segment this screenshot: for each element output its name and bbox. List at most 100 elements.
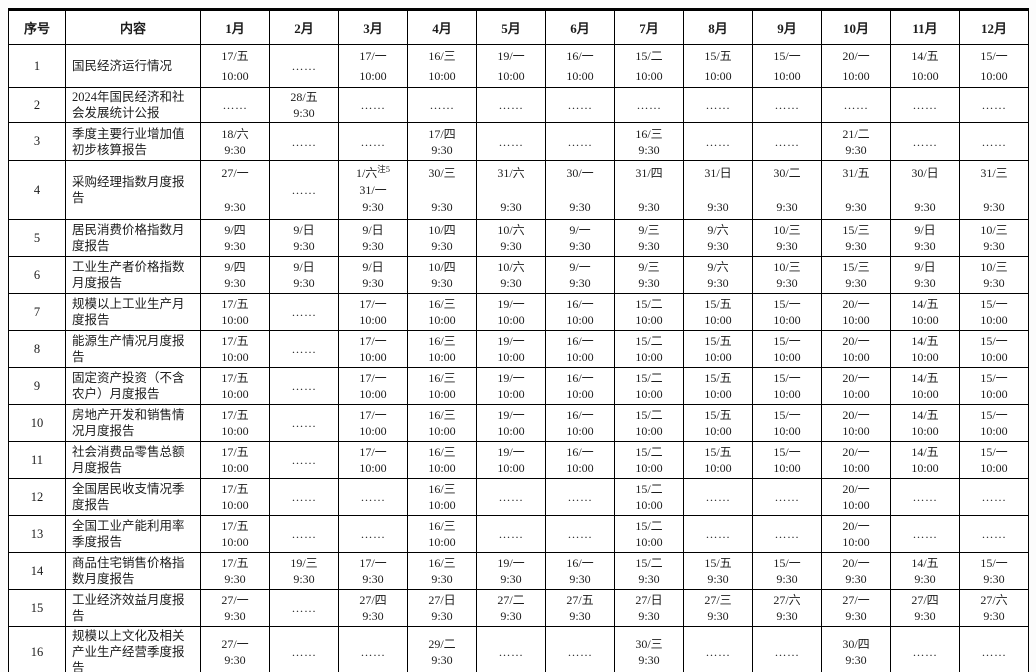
schedule-cell: 30/一 9:30: [545, 160, 615, 220]
schedule-cell: 17/五 10:00: [200, 293, 270, 331]
release-date: 15/五: [704, 371, 732, 385]
no-release-dots: ……: [774, 134, 800, 149]
schedule-cell: ……: [269, 160, 339, 220]
schedule-cell: ……: [545, 626, 615, 672]
release-date: 16/三: [428, 49, 456, 63]
schedule-cell: 15/一 10:00: [959, 44, 1029, 88]
schedule-cell: 30/四 9:30: [821, 626, 891, 672]
schedule-cell: ……: [338, 478, 408, 516]
schedule-cell: 17/五 10:00: [200, 367, 270, 405]
release-date: 20/一: [842, 482, 870, 496]
schedule-cell: 15/二 10:00: [614, 441, 684, 479]
release-date: 9/三: [638, 260, 660, 274]
release-date: 16/一: [566, 556, 594, 570]
no-release-dots: ……: [222, 98, 248, 112]
release-date: 10/三: [980, 223, 1008, 237]
release-date: 29/二: [428, 637, 456, 651]
no-release-dots: ……: [705, 490, 731, 504]
release-time: 10:00: [842, 387, 870, 401]
row-number: 13: [8, 515, 66, 553]
release-time: 9:30: [914, 239, 936, 253]
release-time: 9:30: [914, 276, 936, 290]
release-time: 10:00: [704, 313, 732, 327]
release-time: 9:30: [983, 572, 1005, 586]
release-date: 15/五: [704, 297, 732, 311]
release-date: 30/三: [635, 637, 663, 651]
release-date: 9/六: [707, 223, 729, 237]
release-time: 10:00: [221, 535, 249, 549]
schedule-cell: ……: [269, 441, 339, 479]
schedule-cell: 9/日 9:30: [338, 256, 408, 294]
table-row: 13 全国工业产能利用率季度报告 17/五 10:00 …… …… 16/三 10:00 …… ……: [8, 515, 1029, 553]
schedule-cell: 10/四 9:30: [407, 256, 477, 294]
release-time: 10:00: [635, 313, 663, 327]
no-release-dots: ……: [291, 490, 317, 504]
schedule-cell: 27/五 9:30: [545, 589, 615, 627]
release-date: 9/日: [362, 260, 384, 274]
release-time: 9:30: [500, 200, 522, 214]
table-row: 11 社会消费品零售总额月度报告 17/五 10:00…… 17/一 10:00 16/三 1…: [8, 441, 1029, 479]
release-date: 27/四: [359, 593, 387, 607]
release-time: 9:30: [293, 572, 315, 586]
schedule-cell: 15/一 10:00: [959, 330, 1029, 368]
release-time: 10:00: [497, 69, 525, 83]
release-time: 10:00: [704, 387, 732, 401]
schedule-cell: 20/一 10:00: [821, 478, 891, 516]
release-date: 16/一: [566, 408, 594, 422]
release-date: 10/三: [773, 223, 801, 237]
schedule-cell: 27/三 9:30: [683, 589, 753, 627]
schedule-cell: 16/三 9:30: [614, 122, 684, 161]
column-header: 10月: [821, 9, 891, 45]
schedule-cell: ……: [752, 515, 822, 553]
no-release-dots: ……: [291, 59, 317, 73]
schedule-cell: 15/五 10:00: [683, 404, 753, 442]
schedule-cell: 16/三 9:30: [407, 552, 477, 590]
schedule-cell: 15/二 9:30: [614, 552, 684, 590]
release-date: 16/三: [428, 519, 456, 533]
release-time: 10:00: [773, 461, 801, 475]
release-date: 15/五: [704, 49, 732, 63]
release-date: 10/六: [497, 260, 525, 274]
column-header: 12月: [959, 9, 1029, 45]
release-date: 14/五: [911, 408, 939, 422]
schedule-cell: 14/五 10:00: [890, 404, 960, 442]
release-time: 10:00: [635, 387, 663, 401]
release-time: 10:00: [911, 424, 939, 438]
schedule-cell: 16/一 10:00: [545, 404, 615, 442]
schedule-cell: 17/一 10:00: [338, 44, 408, 88]
release-time: 9:30: [845, 653, 867, 667]
schedule-cell: 14/五 10:00: [890, 441, 960, 479]
no-release-dots: ……: [291, 379, 317, 393]
no-release-dots: ……: [291, 453, 317, 467]
schedule-cell: 19/一 10:00: [476, 404, 546, 442]
release-time: 9:30: [224, 200, 246, 214]
release-time: 9:30: [224, 239, 246, 253]
release-date: 27/日: [635, 593, 663, 607]
release-date: 20/一: [842, 297, 870, 311]
release-time: 10:00: [428, 313, 456, 327]
schedule-cell: 17/一 10:00: [338, 441, 408, 479]
release-time: 10:00: [773, 424, 801, 438]
release-date: 19/一: [497, 297, 525, 311]
row-number: 5: [8, 219, 66, 257]
release-date: 14/五: [911, 371, 939, 385]
schedule-cell: 16/三 10:00: [407, 404, 477, 442]
release-date: 15/二: [635, 49, 663, 63]
release-date: 9/日: [293, 223, 315, 237]
release-date: 9/六: [707, 260, 729, 274]
schedule-cell: 9/日 9:30: [269, 219, 339, 257]
schedule-cell: 18/六 9:30: [200, 122, 270, 161]
schedule-cell: 10/三 9:30: [752, 256, 822, 294]
release-date: 10/四: [428, 223, 456, 237]
release-date: 21/二: [842, 126, 870, 141]
release-date: 9/日: [914, 260, 936, 274]
schedule-cell: 31/六 9:30: [476, 160, 546, 220]
release-time: 9:30: [224, 276, 246, 290]
schedule-cell: 9/六 9:30: [683, 219, 753, 257]
schedule-cell: ……: [545, 122, 615, 161]
release-time: 10:00: [221, 313, 249, 327]
schedule-cell: 15/二 10:00: [614, 404, 684, 442]
schedule-cell: 17/五 10:00: [200, 441, 270, 479]
release-time: 10:00: [566, 461, 594, 475]
report-name: 规模以上工业生产月度报告: [65, 293, 201, 331]
